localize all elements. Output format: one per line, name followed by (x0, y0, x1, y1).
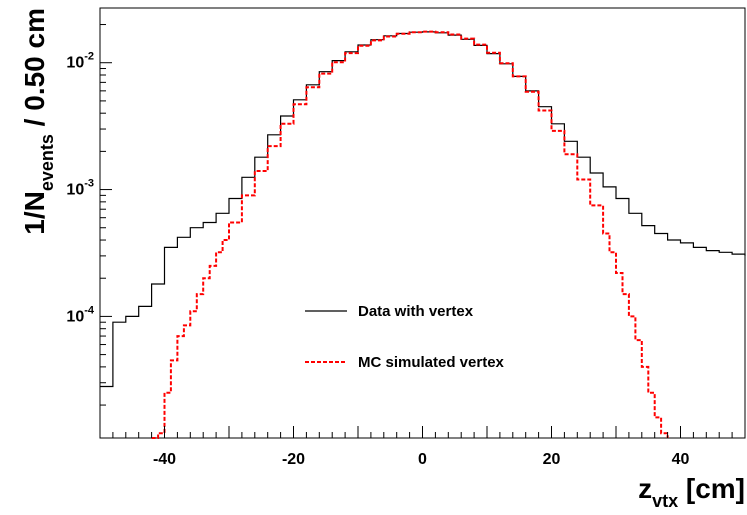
y-axis-title-main: 1/N (19, 191, 50, 235)
x-axis-title-unit: [cm] (678, 473, 745, 504)
series-line-mc (151, 30, 669, 439)
y-axis-title-unit: / 0.50 cm (19, 8, 50, 134)
x-tick-label: -20 (282, 451, 305, 468)
x-axis-title: zvtx [cm] (638, 473, 745, 511)
legend-label-data: Data with vertex (358, 303, 474, 320)
y-tick-label: 10-3 (66, 178, 94, 199)
x-tick-label: -40 (153, 451, 176, 468)
legend-label-mc: MC simulated vertex (358, 354, 505, 371)
x-tick-label: 0 (418, 451, 427, 468)
x-axis-title-main: z (638, 473, 652, 504)
y-tick-base: 10 (66, 308, 84, 325)
y-axis-title-sub: events (37, 134, 57, 191)
legend: Data with vertex MC simulated vertex (305, 303, 505, 371)
y-axis-title: 1/Nevents / 0.50 cm (19, 8, 57, 235)
series-layer (100, 30, 746, 439)
x-tick-label: 20 (543, 451, 561, 468)
y-tick-base: 10 (66, 182, 84, 199)
y-axis-ticks: 10-410-310-2 (66, 24, 112, 406)
y-tick-exponent: -2 (84, 51, 94, 63)
x-axis-ticks: -40 -20 0 20 40 (99, 426, 746, 468)
y-tick-exponent: -3 (84, 178, 94, 190)
series-line-data (100, 31, 746, 388)
x-tick-label: 40 (672, 451, 690, 468)
y-tick-label: 10-2 (66, 51, 94, 72)
y-tick-base: 10 (66, 55, 84, 72)
y-tick-exponent: -4 (84, 304, 95, 316)
x-axis-title-sub: vtx (652, 491, 678, 511)
y-tick-label: 10-4 (66, 304, 94, 325)
